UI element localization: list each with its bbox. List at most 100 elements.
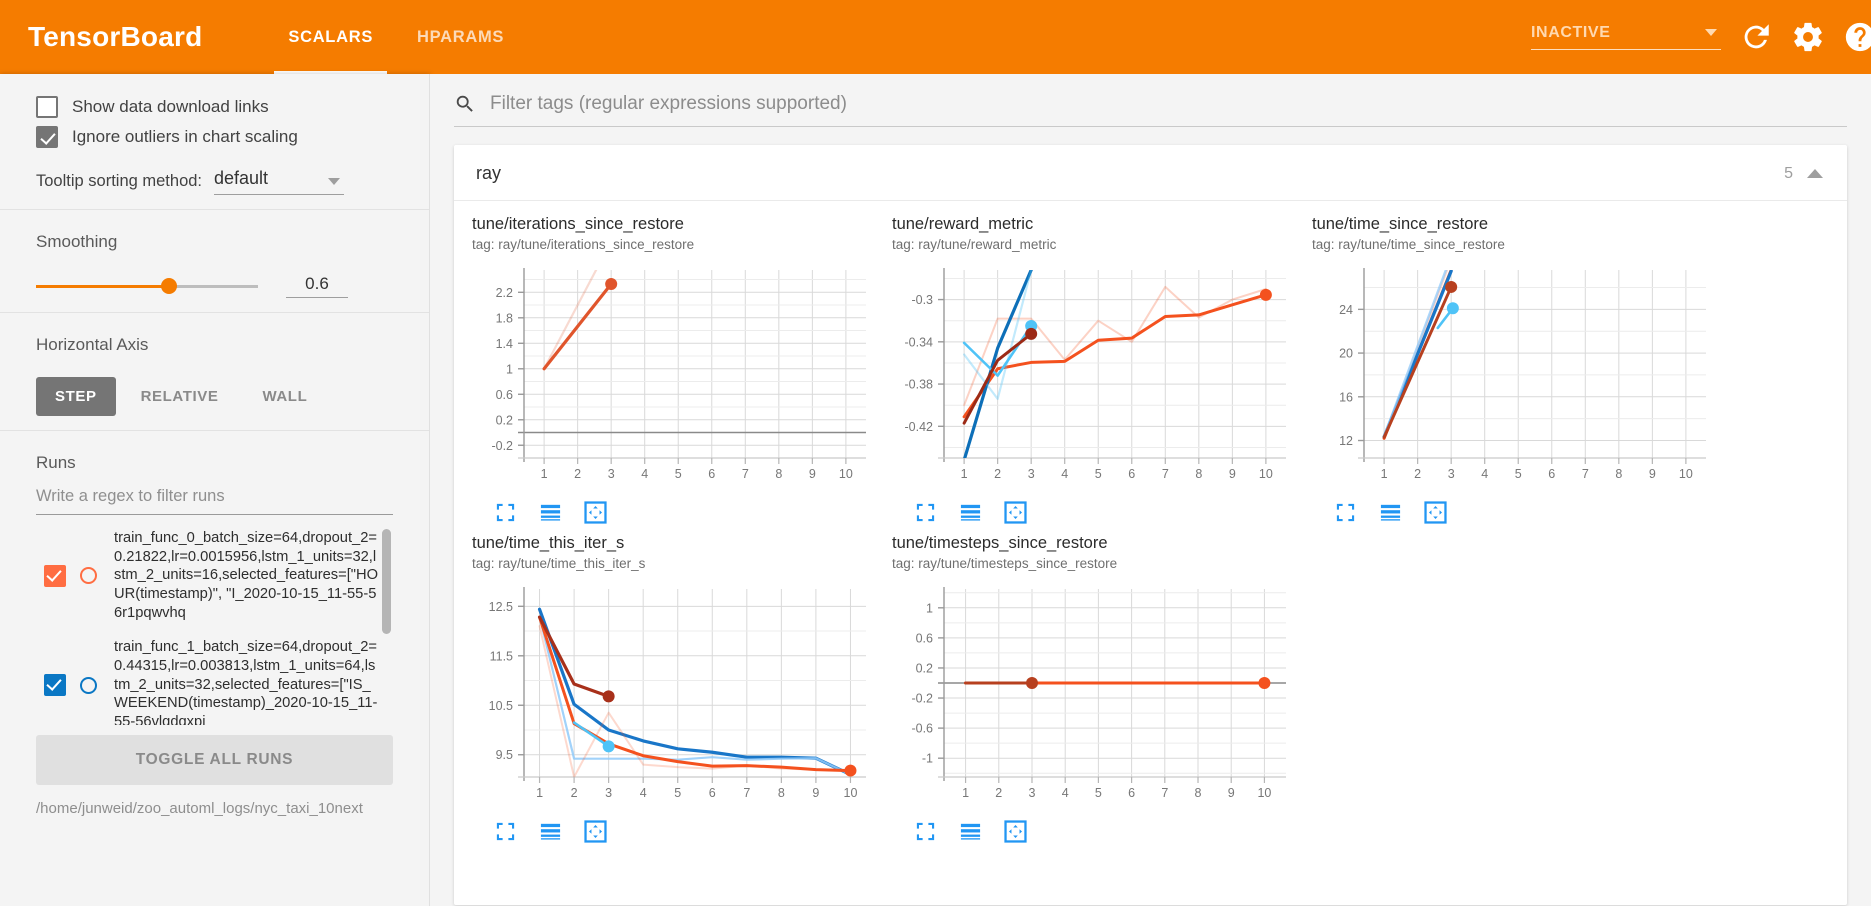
svg-text:5: 5 — [1515, 467, 1522, 481]
app-title: TensorBoard — [28, 21, 203, 52]
fit-domain-icon[interactable] — [1004, 820, 1027, 843]
svg-text:8: 8 — [778, 786, 785, 800]
svg-text:4: 4 — [640, 786, 647, 800]
run-label: train_func_1_batch_size=64,dropout_2=0.4… — [114, 639, 378, 725]
svg-text:9: 9 — [809, 467, 816, 481]
ignore-outliers-row[interactable]: Ignore outliers in chart scaling — [36, 126, 393, 148]
run-status-dropdown[interactable]: INACTIVE — [1531, 24, 1721, 50]
smoothing-slider-knob[interactable] — [161, 278, 178, 294]
run-visibility-checkbox[interactable] — [44, 674, 66, 697]
svg-text:-0.2: -0.2 — [491, 439, 513, 453]
toggle-all-runs-button[interactable]: TOGGLE ALL RUNS — [36, 735, 393, 785]
fit-domain-icon[interactable] — [584, 820, 607, 843]
divider — [0, 312, 429, 313]
toggle-series-icon[interactable] — [539, 820, 562, 843]
logdir-path: /home/junweid/zoo_automl_logs/nyc_taxi_1… — [36, 800, 363, 817]
expand-chart-icon[interactable] — [494, 501, 517, 524]
chart-tag: tag: ray/tune/timesteps_since_restore — [892, 556, 1118, 571]
svg-text:6: 6 — [1548, 467, 1555, 481]
fit-domain-icon[interactable] — [1424, 501, 1447, 524]
svg-text:8: 8 — [1195, 467, 1202, 481]
run-color-circle[interactable] — [80, 676, 97, 694]
chart-toolbar — [888, 495, 1294, 524]
axis-option-relative[interactable]: RELATIVE — [140, 388, 219, 405]
svg-text:5: 5 — [1095, 786, 1102, 800]
horizontal-axis-buttons: STEP RELATIVE WALL — [36, 377, 393, 416]
chart-plot[interactable]: 1 0.6 0.2 -0.2 -0.6 -1 1 2 3 4 5 6 7 8 9 10 — [888, 577, 1294, 814]
ignore-outliers-label: Ignore outliers in chart scaling — [72, 127, 298, 146]
svg-text:4: 4 — [1062, 786, 1069, 800]
svg-text:1: 1 — [962, 786, 969, 800]
axis-option-wall[interactable]: WALL — [262, 388, 308, 405]
main-content: ray 5 tune/iterations_since_restore tag: … — [430, 74, 1871, 906]
svg-text:7: 7 — [742, 467, 749, 481]
svg-text:6: 6 — [709, 786, 716, 800]
svg-text:2: 2 — [1414, 467, 1421, 481]
smoothing-title: Smoothing — [36, 232, 118, 251]
chart-plot[interactable]: 2.2 1.8 1.4 1 0.6 0.2 -0.2 1 2 3 4 5 6 7 8 9 10 — [468, 258, 874, 495]
ignore-outliers-checkbox[interactable] — [36, 126, 58, 148]
show-download-links-row[interactable]: Show data download links — [36, 96, 393, 118]
chart-title: tune/iterations_since_restore — [472, 215, 684, 233]
svg-text:5: 5 — [674, 786, 681, 800]
toggle-series-icon[interactable] — [959, 501, 982, 524]
tag-group-header[interactable]: ray 5 — [454, 145, 1847, 201]
runs-list[interactable]: train_func_0_batch_size=64,dropout_2=0.2… — [36, 529, 393, 725]
sidebar-options-section: Show data download links Ignore outliers… — [0, 74, 429, 203]
svg-text:10: 10 — [839, 467, 853, 481]
svg-text:2: 2 — [574, 467, 581, 481]
expand-chart-icon[interactable] — [914, 820, 937, 843]
chart-toolbar — [1308, 495, 1714, 524]
runs-scrollbar[interactable] — [382, 529, 391, 634]
svg-text:1: 1 — [961, 467, 968, 481]
show-download-links-checkbox[interactable] — [36, 96, 58, 118]
smoothing-row: 0.6 — [36, 274, 393, 298]
help-icon[interactable] — [1843, 20, 1871, 54]
tab-hparams[interactable]: HPARAMS — [395, 0, 526, 74]
run-visibility-checkbox[interactable] — [44, 564, 66, 587]
svg-text:7: 7 — [1161, 786, 1168, 800]
svg-text:0.6: 0.6 — [916, 631, 933, 645]
svg-text:9: 9 — [812, 786, 819, 800]
run-controls — [36, 674, 114, 697]
expand-chart-icon[interactable] — [494, 820, 517, 843]
gear-icon[interactable] — [1791, 20, 1825, 54]
chart-card: tune/reward_metric tag: ray/tune/reward_m… — [888, 215, 1294, 524]
fit-domain-icon[interactable] — [584, 501, 607, 524]
svg-text:7: 7 — [1582, 467, 1589, 481]
tag-filter-bar — [454, 92, 1847, 127]
toggle-series-icon[interactable] — [539, 501, 562, 524]
tag-group-meta: 5 — [1784, 165, 1823, 183]
svg-text:1: 1 — [1381, 467, 1388, 481]
runs-filter-input[interactable] — [36, 481, 393, 515]
chart-plot[interactable]: 12.5 11.5 10.5 9.5 1 2 3 4 5 6 7 8 9 10 — [468, 577, 874, 814]
refresh-icon[interactable] — [1739, 20, 1773, 54]
axis-option-step[interactable]: STEP — [36, 377, 116, 416]
tag-group-card: ray 5 tune/iterations_since_restore tag: … — [454, 145, 1847, 905]
svg-text:2: 2 — [994, 467, 1001, 481]
smoothing-value-input[interactable]: 0.6 — [286, 274, 348, 298]
tag-filter-input[interactable] — [488, 92, 1847, 116]
svg-text:-0.38: -0.38 — [905, 378, 934, 392]
svg-text:7: 7 — [743, 786, 750, 800]
svg-text:0.6: 0.6 — [496, 388, 513, 402]
expand-chart-icon[interactable] — [914, 501, 937, 524]
toggle-series-icon[interactable] — [959, 820, 982, 843]
chevron-up-icon[interactable] — [1807, 169, 1823, 178]
run-color-circle[interactable] — [80, 567, 97, 585]
chart-plot[interactable]: -0.3 -0.34 -0.38 -0.42 1 2 3 4 5 6 7 8 9 10 — [888, 258, 1294, 495]
smoothing-slider[interactable] — [36, 278, 258, 294]
runs-title: Runs — [36, 453, 76, 472]
svg-text:-0.2: -0.2 — [911, 692, 933, 706]
run-item[interactable]: train_func_0_batch_size=64,dropout_2=0.2… — [36, 529, 379, 622]
tooltip-sorting-select[interactable]: default — [214, 168, 345, 195]
fit-domain-icon[interactable] — [1004, 501, 1027, 524]
run-item[interactable]: train_func_1_batch_size=64,dropout_2=0.4… — [36, 638, 379, 725]
svg-text:2.2: 2.2 — [496, 286, 513, 300]
svg-text:24: 24 — [1339, 303, 1353, 317]
tab-scalars[interactable]: SCALARS — [266, 0, 395, 74]
expand-chart-icon[interactable] — [1334, 501, 1357, 524]
toggle-series-icon[interactable] — [1379, 501, 1402, 524]
chart-plot[interactable]: 24 20 16 12 1 2 3 4 5 6 7 8 9 10 — [1308, 258, 1714, 495]
svg-text:9.5: 9.5 — [496, 748, 513, 762]
